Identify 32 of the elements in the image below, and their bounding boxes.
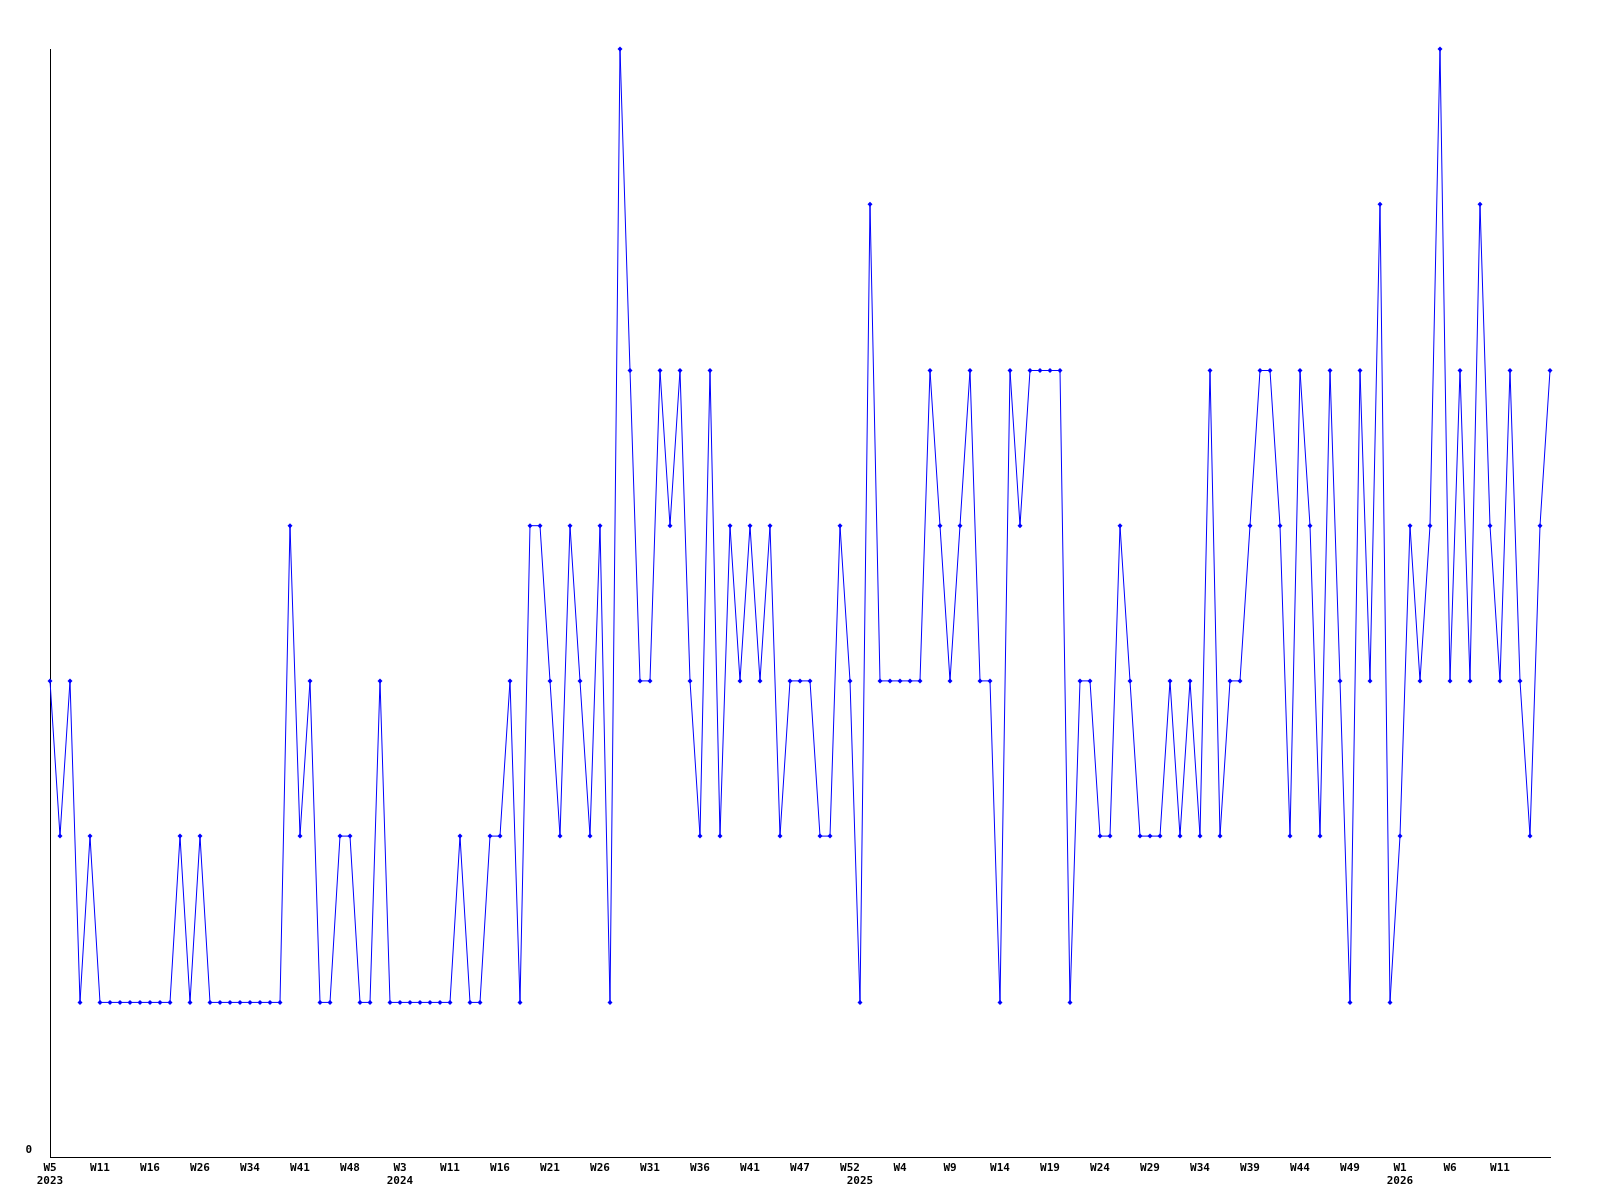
x-tick-label: W24 — [1090, 1161, 1111, 1175]
x-tick-label: W4 — [893, 1161, 907, 1175]
x-tick-label: W6 — [1443, 1161, 1457, 1175]
x-tick-label: W16 — [490, 1161, 511, 1175]
x-tick-label: W14 — [990, 1161, 1011, 1175]
x-tick-label: W44 — [1290, 1161, 1311, 1175]
x-tick-label: W11 — [440, 1161, 461, 1175]
x-tick-label: W34 — [240, 1161, 261, 1175]
x-tick-label: W19 — [1040, 1161, 1060, 1175]
x-tick-label: W49 — [1340, 1161, 1360, 1175]
x-tick-label: W9 — [943, 1161, 957, 1175]
x-tick-label: W41 — [290, 1161, 311, 1175]
x-tick-label: W16 — [140, 1161, 161, 1175]
x-tick-label: W11 — [90, 1161, 111, 1175]
x-tick-label: W34 — [1190, 1161, 1211, 1175]
x-tick-label: W1 2026 — [1386, 1161, 1414, 1188]
x-tick-label: W31 — [640, 1161, 661, 1175]
x-tick-label: 2025 — [846, 1174, 874, 1188]
x-tick-label: W48 — [340, 1161, 360, 1175]
x-tick-label: W5 2023 — [36, 1161, 64, 1188]
x-tick-label: W26 — [590, 1161, 611, 1175]
x-tick-label: W41 — [740, 1161, 761, 1175]
text: 0 — [25, 1143, 32, 1157]
x-tick-label: W29 — [1140, 1161, 1160, 1175]
x-tick-label: W47 — [790, 1161, 810, 1175]
x-tick-label: W26 — [190, 1161, 211, 1175]
x-tick-label: W36 — [690, 1161, 711, 1175]
x-tick-label: W11 — [1490, 1161, 1511, 1175]
x-tick-label: W52 — [840, 1161, 860, 1175]
x-tick-label: W39 — [1240, 1161, 1260, 1175]
x-tick-label: W3 2024 — [386, 1161, 414, 1188]
x-tick-label: W21 — [540, 1161, 561, 1175]
